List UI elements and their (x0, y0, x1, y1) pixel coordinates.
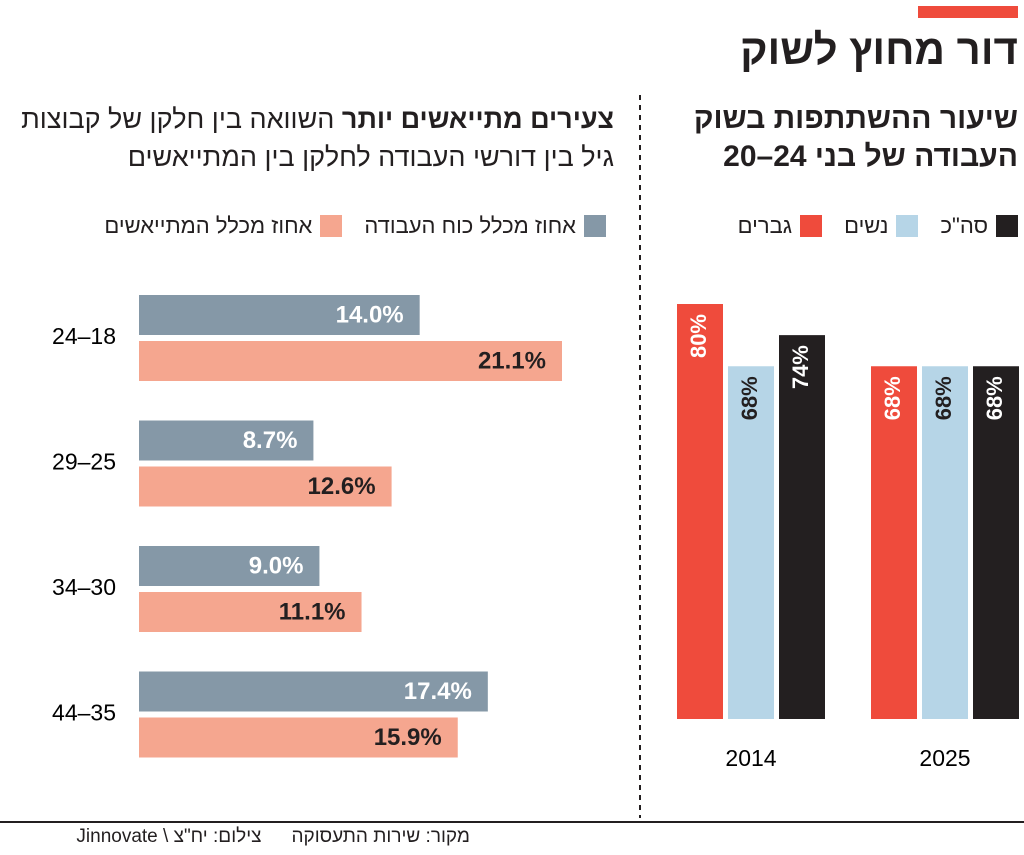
chart-title: שיעור ההשתתפות בשוק העבודה של בני 24–20 (693, 102, 1018, 173)
legend-item: אחוז מכלל כוח העבודה (364, 213, 606, 239)
value-label: 11.1% (279, 598, 346, 625)
legend: גברים נשים סה"כ (738, 213, 1018, 239)
value-label: 80% (686, 314, 711, 358)
x-tick-label: 2014 (725, 745, 776, 771)
y-tick-label: 29–25 (52, 449, 116, 475)
bar (139, 295, 420, 335)
bar (139, 671, 488, 712)
legend-swatch (896, 215, 919, 237)
accent-bar (918, 6, 1018, 18)
value-label: 68% (880, 376, 905, 420)
value-label: 8.7% (243, 427, 298, 454)
credit: צילום: יח"צ \ Jinnovate (76, 826, 262, 847)
legend-item: גברים (737, 213, 823, 239)
bar (139, 341, 562, 381)
legend-item: סה"כ (940, 213, 1018, 239)
legend-item: נשים (844, 213, 919, 239)
y-tick-label: 44–35 (52, 700, 116, 726)
value-label: 74% (788, 345, 813, 389)
value-label: 17.4% (404, 678, 472, 705)
value-label: 68% (982, 376, 1007, 420)
value-label: 14.0% (336, 301, 404, 328)
footer: מקור: שירות התעסוקה צילום: יח"צ \ Jinnova… (76, 826, 470, 848)
chart-title: צעירים מתייאשים יותר (341, 104, 614, 134)
value-label: 68% (737, 376, 762, 420)
x-tick-label: 2025 (919, 745, 970, 771)
bar (922, 366, 968, 719)
bar (677, 304, 723, 719)
legend: אחוז מכלל כוח העבודה אחוז מכלל המתייאשים (104, 213, 606, 239)
chart-subtitle: השוואה בין חלקן של קבוצות גיל בין דורשי … (21, 104, 614, 172)
legend-label: סה"כ (940, 213, 988, 238)
y-tick-label: 34–30 (52, 574, 116, 600)
legend-swatch (996, 215, 1018, 237)
value-label: 15.9% (374, 724, 442, 751)
bar (728, 366, 774, 719)
legend-label: אחוז מכלל כוח העבודה (364, 213, 576, 238)
legend-label: אחוז מכלל המתייאשים (104, 213, 313, 238)
page-title: דור מחוץ לשוק (740, 26, 1018, 73)
chart-heading: צעירים מתייאשים יותר השוואה בין חלקן של … (14, 100, 614, 176)
legend-swatch (800, 215, 823, 237)
y-tick-label: 24–18 (52, 323, 116, 349)
bar (139, 592, 362, 632)
legend-label: נשים (844, 213, 889, 238)
value-label: 68% (931, 376, 956, 420)
bar (139, 717, 458, 758)
bar (139, 546, 320, 586)
legend-label: גברים (737, 213, 793, 238)
bar (973, 366, 1019, 719)
legend-swatch (320, 215, 343, 237)
bar (139, 466, 392, 507)
value-label: 12.6% (308, 473, 376, 500)
source: מקור: שירות התעסוקה (291, 826, 470, 847)
value-label: 21.1% (478, 347, 546, 374)
legend-item: אחוז מכלל המתייאשים (104, 213, 343, 239)
bar (779, 335, 825, 719)
value-label: 9.0% (249, 552, 304, 579)
bar (139, 420, 314, 461)
bar (871, 366, 917, 719)
legend-swatch (584, 215, 606, 237)
